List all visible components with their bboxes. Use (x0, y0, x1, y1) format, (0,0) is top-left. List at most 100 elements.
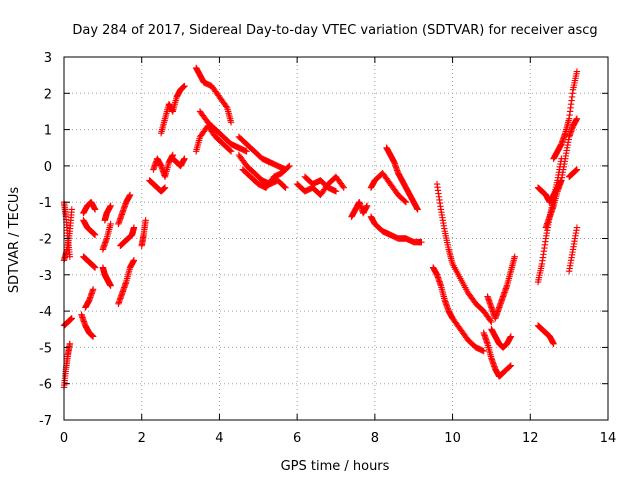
data-point (60, 368, 69, 391)
data-point (394, 191, 409, 205)
x-tick-label: 2 (138, 431, 146, 446)
data-point (457, 275, 471, 295)
data-point (464, 289, 479, 306)
data-point (119, 280, 129, 297)
data-point (220, 140, 234, 154)
grid-lines (64, 57, 608, 420)
data-point (503, 269, 514, 289)
data-point (239, 166, 253, 180)
y-axis-title: SDTVAR / TECUs (7, 187, 22, 294)
data-point (235, 133, 249, 147)
data-point (394, 235, 409, 242)
data-point (278, 163, 292, 177)
data-point (157, 117, 168, 137)
data-point (332, 173, 346, 190)
data-point (554, 178, 565, 195)
data-point (410, 199, 421, 212)
data-point (402, 199, 410, 206)
data-point (200, 79, 214, 89)
data-point (91, 264, 99, 271)
data-point (161, 102, 172, 122)
x-tick-label: 6 (293, 431, 301, 446)
data-point (441, 297, 452, 313)
x-tick-label: 8 (371, 431, 379, 446)
data-point (243, 148, 250, 155)
y-tick-label: -3 (39, 269, 52, 284)
x-axis-title: GPS time / hours (281, 459, 390, 474)
data-point (169, 95, 180, 115)
data-point (251, 148, 265, 161)
data-point (492, 305, 502, 322)
data-point (82, 297, 92, 311)
data-point (565, 90, 576, 122)
data-point (511, 253, 518, 260)
data-point (441, 228, 452, 251)
data-point (130, 224, 138, 231)
data-point (480, 307, 494, 324)
data-point (91, 231, 99, 239)
data-point (99, 236, 110, 253)
data-point (181, 82, 188, 90)
data-point (496, 294, 506, 311)
data-point (484, 293, 495, 310)
data-point (437, 282, 448, 302)
data-point (107, 282, 114, 289)
data-point (565, 124, 576, 141)
y-tick-label: -6 (39, 378, 52, 393)
data-point (550, 340, 557, 347)
data-point (130, 257, 138, 264)
data-point (103, 222, 114, 242)
data-point (562, 117, 572, 137)
y-tick-label: -5 (39, 341, 52, 356)
chart-title: Day 284 of 2017, Sidereal Day-to-day VTE… (72, 23, 597, 38)
y-tick-label: -2 (39, 233, 52, 248)
data-point (573, 115, 581, 122)
data-point (78, 311, 89, 328)
data-point (367, 178, 378, 191)
data-point (488, 318, 495, 326)
data-point (216, 93, 230, 110)
data-point (507, 362, 515, 369)
data-point (138, 233, 147, 249)
data-point (227, 119, 235, 126)
y-tick-label: 3 (44, 51, 52, 66)
data-point (161, 184, 169, 191)
y-tick-label: -7 (39, 414, 52, 429)
y-tick-label: 2 (44, 87, 52, 102)
data-point (247, 173, 261, 187)
data-point (472, 344, 486, 354)
x-tick-label: 4 (215, 431, 223, 446)
data-point (406, 191, 417, 205)
data-point (538, 238, 549, 268)
y-tick-label: 0 (44, 160, 52, 175)
data-point (220, 133, 234, 147)
data-point (437, 206, 448, 232)
data-point (107, 202, 114, 210)
data-point (68, 206, 75, 213)
data-point (161, 160, 172, 180)
data-point (387, 231, 401, 242)
data-point (128, 225, 137, 239)
data-point (282, 184, 289, 191)
data-point (558, 131, 568, 148)
data-point (499, 283, 510, 300)
data-point (433, 271, 444, 288)
data-point (371, 220, 385, 234)
data-point (402, 184, 413, 198)
data-point (181, 155, 188, 162)
data-point (91, 206, 99, 213)
data-point (286, 162, 293, 170)
x-tick-label: 0 (60, 431, 68, 446)
data-point (445, 246, 456, 266)
data-point (224, 104, 234, 124)
data-point (340, 184, 347, 191)
data-point (550, 189, 561, 210)
y-tick-label: -1 (39, 196, 52, 211)
data-point (115, 291, 125, 308)
data-point (177, 156, 188, 170)
data-points (60, 64, 581, 391)
plot-frame (63, 56, 609, 421)
data-point (126, 191, 134, 199)
data-point (142, 217, 149, 224)
